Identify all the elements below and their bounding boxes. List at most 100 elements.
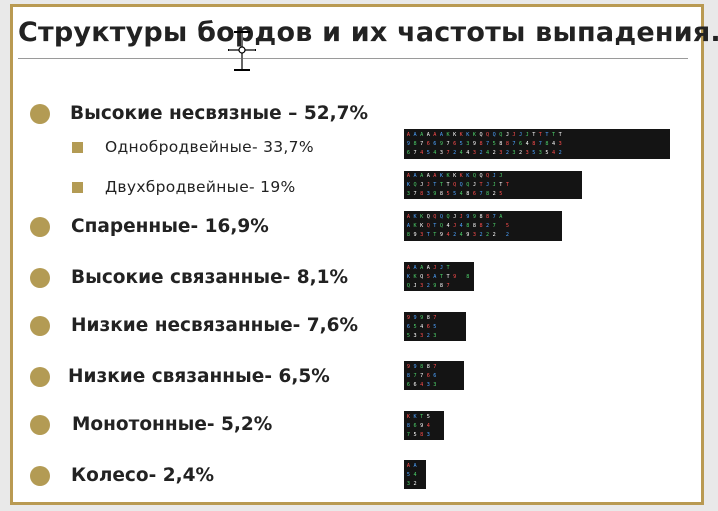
board-card: 4: [551, 150, 557, 157]
board-card: T: [532, 131, 537, 138]
board-card: 2: [505, 150, 511, 157]
board-card: 6: [426, 323, 432, 330]
board-card: 7: [433, 363, 439, 370]
board-card: T: [420, 413, 425, 420]
board-card: Q: [420, 273, 425, 280]
board-card: K: [406, 181, 412, 188]
board-card: 6: [413, 422, 419, 429]
board-card: 7: [420, 372, 425, 379]
board-card: 5: [406, 332, 412, 339]
board-card: T: [545, 131, 551, 138]
board-card: 3: [426, 381, 432, 388]
board-card: T: [446, 264, 452, 271]
board-card: J: [472, 181, 478, 188]
board-card: 7: [446, 150, 452, 157]
board-card: 6: [453, 140, 458, 147]
list-item: Однобродвейные- 33,7%: [72, 138, 314, 156]
board-card: T: [499, 181, 504, 188]
board-card: 9: [466, 213, 471, 220]
board-card: A: [406, 131, 412, 138]
board-card: Q: [439, 213, 445, 220]
list-item-label: Низкие связанные- 6,5%: [68, 366, 330, 387]
board-card: 4: [446, 222, 452, 229]
board-card: 2: [426, 282, 432, 289]
board-card: 3: [420, 282, 425, 289]
board-card: A: [426, 264, 432, 271]
list-item-label: Двухбродвейные- 19%: [105, 178, 296, 196]
board-card: Q: [479, 131, 485, 138]
board-card: K: [459, 131, 465, 138]
bullet-dot-icon: [30, 267, 50, 288]
board-card: K: [466, 173, 471, 180]
board-card: K: [439, 173, 445, 180]
board-card: A: [413, 264, 419, 271]
board-card: 9: [406, 363, 412, 370]
board-card: 9: [439, 140, 445, 147]
board-card: J: [492, 173, 498, 180]
board-card: A: [406, 173, 412, 180]
board-card: A: [420, 131, 425, 138]
board-card: J: [512, 131, 518, 138]
board-card: J: [453, 222, 458, 229]
board-card: 7: [492, 213, 498, 220]
board-card: K: [466, 131, 471, 138]
board-card: 8: [420, 431, 425, 438]
board-card: K: [420, 213, 425, 220]
board-card: K: [406, 413, 412, 420]
board-card: K: [459, 173, 465, 180]
board-card: 8: [505, 140, 511, 147]
board-card: Q: [486, 131, 491, 138]
board-card: 5: [406, 471, 412, 478]
list-item-label: Однобродвейные- 33,7%: [105, 138, 314, 156]
board-card: K: [472, 131, 478, 138]
board-card: 5: [426, 273, 432, 280]
board-card: 9: [406, 314, 412, 321]
board-card: T: [505, 181, 511, 188]
board-card: 5: [426, 413, 432, 420]
move-cursor-icon: [228, 31, 256, 71]
board-card: 9: [466, 232, 471, 239]
board-card: 5: [499, 190, 504, 197]
board-card: J: [519, 131, 524, 138]
board-card: T: [433, 181, 439, 188]
board-card: 9: [433, 190, 439, 197]
board-card: 7: [406, 431, 412, 438]
board-card: Q: [426, 213, 432, 220]
board-card: 8: [472, 222, 478, 229]
board-card: A: [413, 173, 419, 180]
board-card: 6: [413, 381, 419, 388]
board-card: 4: [420, 323, 425, 330]
board-card: 5: [532, 150, 537, 157]
board-card: A: [499, 213, 504, 220]
bullet-dot-icon: [30, 103, 50, 124]
board-card: 6: [472, 190, 478, 197]
board-card: 6: [426, 372, 432, 379]
board-card: 6: [406, 323, 412, 330]
board-card: A: [406, 222, 412, 229]
board-card: 9: [433, 282, 439, 289]
board-card: [459, 274, 466, 280]
board-card: 9: [453, 273, 458, 280]
board-card: 9: [420, 422, 425, 429]
board-card: 5: [505, 222, 511, 229]
board-card: K: [453, 173, 458, 180]
board-card: 2: [492, 232, 498, 239]
board-card: 2: [558, 150, 564, 157]
board-card: 8: [486, 213, 491, 220]
list-item: Низкие несвязанные- 7,6%: [30, 315, 358, 336]
board-card: 4: [433, 150, 439, 157]
board-card: 8: [426, 363, 432, 370]
board-card: J: [426, 181, 432, 188]
board-card: 8: [499, 140, 504, 147]
board-card: 5: [413, 323, 419, 330]
board-card: 4: [551, 140, 557, 147]
board-card: 7: [446, 140, 452, 147]
board-card: J: [492, 181, 498, 188]
